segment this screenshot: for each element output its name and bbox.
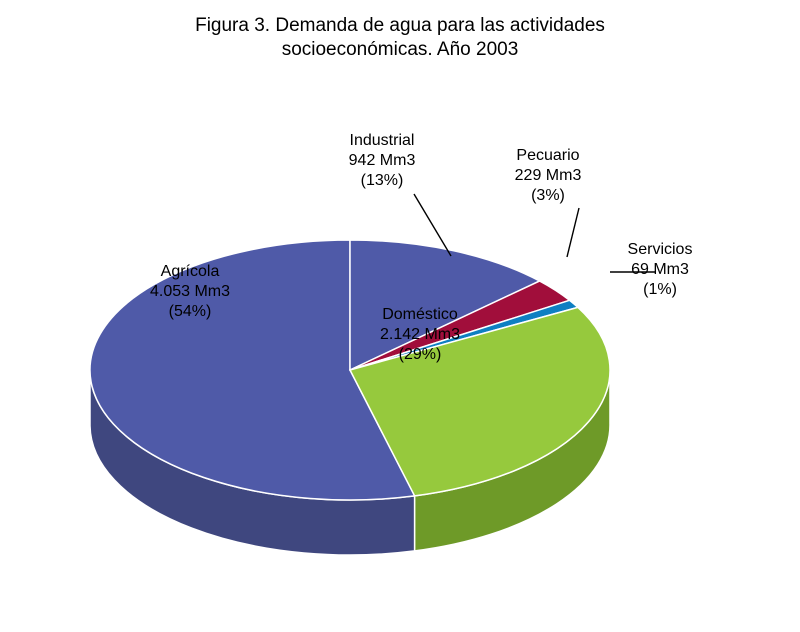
slice-label-agricola: Agrícola 4.053 Mm3 (54%)	[150, 262, 230, 322]
slice-label-industrial: Industrial 942 Mm3 (13%)	[349, 131, 416, 191]
slice-label-servicios: Servicios 69 Mm3 (1%)	[628, 240, 693, 300]
slice-label-pecuario: Pecuario 229 Mm3 (3%)	[515, 146, 582, 206]
pie-chart: Agrícola 4.053 Mm3 (54%) Industrial 942 …	[0, 0, 800, 627]
slice-label-domestico: Doméstico 2.142 Mm3 (29%)	[380, 305, 460, 365]
